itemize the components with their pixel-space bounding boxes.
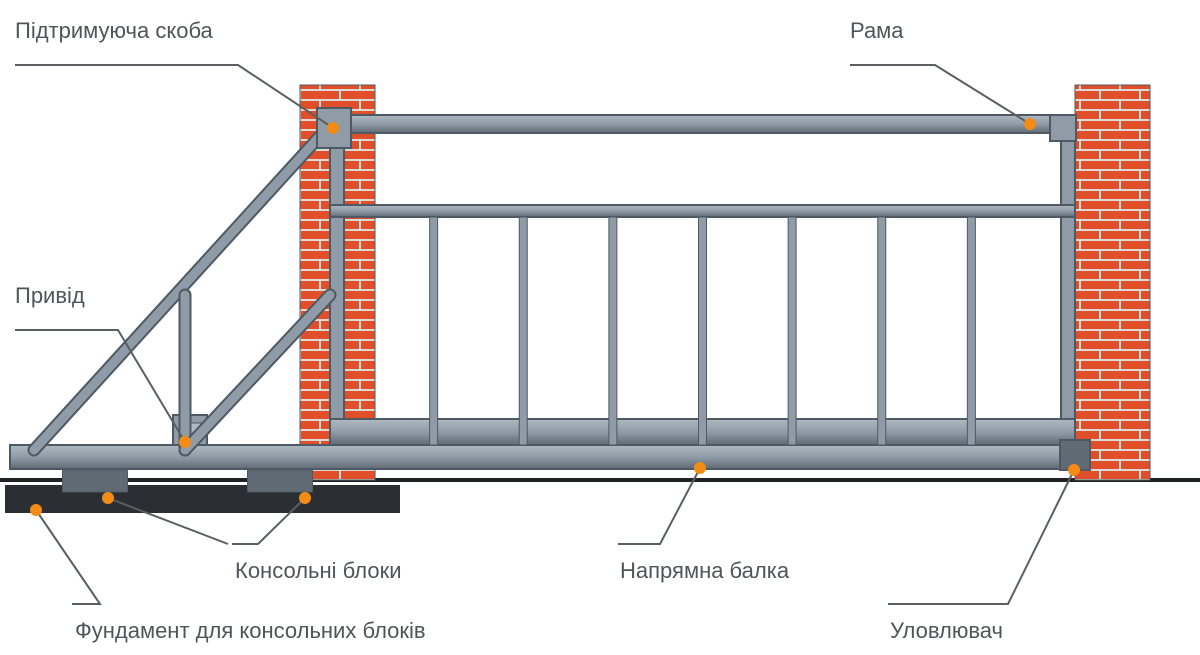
vertical-bar <box>609 217 617 445</box>
leader-motor <box>15 330 191 448</box>
vertical-bar <box>967 217 975 445</box>
roller-block-2 <box>248 470 313 492</box>
vertical-bar <box>430 217 438 445</box>
label-frame: Рама <box>850 18 904 44</box>
leader-catcher <box>888 464 1080 604</box>
label-support-bracket: Підтримуюча скоба <box>15 18 213 44</box>
pillar-right <box>1075 85 1150 480</box>
leader-beam <box>618 462 706 544</box>
label-console-blocks: Консольні блоки <box>235 558 402 584</box>
roller-block-1 <box>63 470 128 492</box>
vertical-bar <box>699 217 707 445</box>
leader-foundation <box>30 504 100 604</box>
gate-frame <box>330 115 1075 445</box>
label-catcher: Уловлювач <box>890 618 1003 644</box>
frame-corner <box>1050 115 1076 141</box>
vertical-bar <box>788 217 796 445</box>
label-foundation: Фундамент для консольних блоків <box>75 618 426 644</box>
guide-beam <box>10 445 1076 469</box>
vertical-bar <box>878 217 886 445</box>
label-guide-beam: Напрямна балка <box>620 558 789 584</box>
label-motor: Привід <box>15 283 85 309</box>
leader-bracket <box>15 65 339 134</box>
vertical-bar <box>519 217 527 445</box>
